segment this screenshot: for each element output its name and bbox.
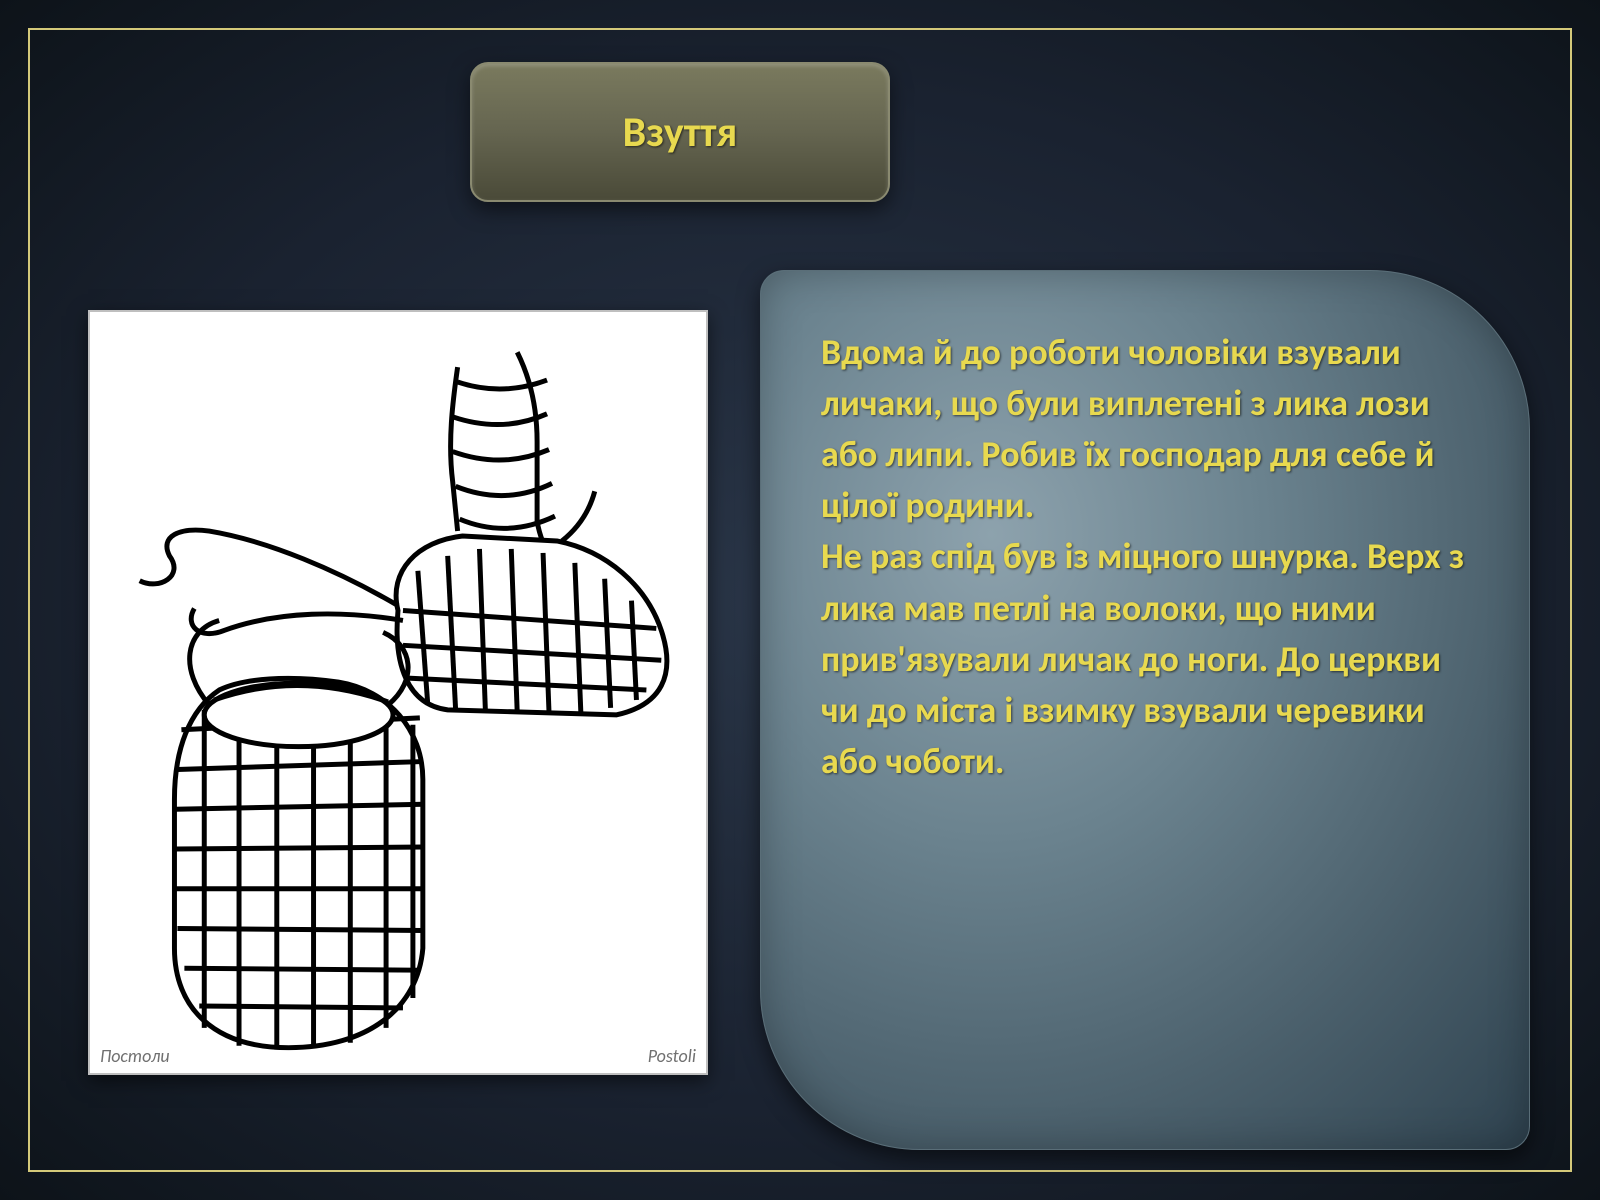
bast-shoes-icon (90, 312, 706, 1073)
slide-title: Взуття (623, 107, 738, 158)
image-caption-left: Постоли (100, 1045, 170, 1067)
image-caption-right: Postoli (648, 1045, 696, 1067)
callout-body: Вдома й до роботи чоловіки взували личак… (821, 327, 1465, 787)
title-box: Взуття (470, 62, 890, 202)
image-panel: Постоли Postoli (88, 310, 708, 1075)
text-callout: Вдома й до роботи чоловіки взували личак… (760, 270, 1530, 1150)
